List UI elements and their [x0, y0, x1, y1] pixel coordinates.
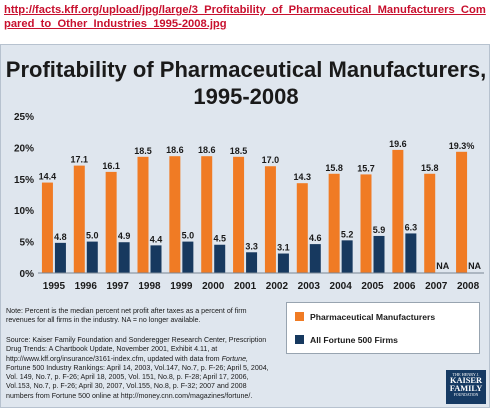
- x-tick-label: 1999: [170, 281, 193, 292]
- data-label-fortune500: 4.6: [309, 233, 322, 243]
- bar-pharma: [296, 183, 308, 273]
- bar-pharma: [233, 156, 245, 273]
- data-label-pharma: 16.1: [102, 161, 120, 171]
- x-tick-label: 2007: [425, 281, 448, 292]
- bar-pharma: [360, 174, 372, 273]
- y-tick-label: 10%: [14, 206, 34, 217]
- logo-line-2: KAISER: [449, 376, 483, 385]
- bar-pharma: [137, 156, 149, 273]
- y-tick-label: 15%: [14, 175, 34, 186]
- bar-fortune500: [182, 241, 194, 273]
- data-label-fortune500: 5.0: [182, 231, 195, 241]
- data-label-fortune500: 4.5: [213, 234, 226, 244]
- source-suffix: Fortune 500 Industry Rankings: April 14,…: [6, 363, 269, 400]
- data-label-pharma: 18.6: [198, 145, 216, 155]
- bar-fortune500: [405, 233, 417, 273]
- data-label-fortune500: 3.1: [277, 243, 290, 253]
- bar-fortune500: [54, 242, 66, 273]
- data-label-pharma: 15.7: [357, 163, 375, 173]
- data-label-pharma: 18.6: [166, 145, 184, 155]
- bar-fortune500: [309, 244, 321, 273]
- x-tick-label: 2008: [457, 281, 480, 292]
- data-label-fortune500: 5.2: [341, 229, 354, 239]
- data-label-fortune500: 3.3: [245, 241, 258, 251]
- data-label-fortune500: 6.3: [405, 222, 418, 232]
- bar-fortune500: [246, 252, 258, 273]
- y-tick-label: 25%: [14, 112, 34, 123]
- data-label-pharma: 14.4: [39, 172, 57, 182]
- bar-pharma: [73, 165, 85, 273]
- bar-pharma: [456, 151, 468, 273]
- bar-fortune500: [86, 241, 98, 273]
- x-tick-label: 1998: [138, 281, 161, 292]
- data-label-pharma: 17.1: [71, 155, 89, 165]
- x-tick-label: 1995: [43, 281, 66, 292]
- logo-line-1: THE HENRY J.: [452, 372, 480, 377]
- bar-fortune500: [214, 244, 226, 273]
- bar-pharma: [264, 166, 276, 273]
- logo-line-4: FOUNDATION: [453, 393, 479, 397]
- data-label-fortune500: 4.9: [118, 231, 131, 241]
- x-tick-label: 2000: [202, 281, 225, 292]
- bar-chart: 0% 5% 10% 15% 20% 25% 14.4 4.8 1995 17.1 5.0 1996 16…: [14, 112, 484, 292]
- bar-pharma: [392, 149, 404, 273]
- x-tick-label: 1996: [75, 281, 98, 292]
- chart-note: Note: Percent is the median percent net …: [6, 307, 247, 325]
- chart-source: Source: Kaiser Family Foundation and Son…: [6, 336, 274, 401]
- data-label-fortune500: 5.0: [86, 231, 99, 241]
- legend-swatch-pharma: [295, 312, 304, 321]
- logo-line-3: FAMILY: [449, 384, 483, 393]
- data-label-pharma: 17.0: [262, 155, 280, 165]
- legend-item-fortune500: All Fortune 500 Firms: [295, 335, 398, 345]
- data-label-pharma: 18.5: [230, 146, 248, 156]
- bar-pharma: [105, 171, 117, 273]
- data-label-pharma: 15.8: [421, 163, 439, 173]
- x-tick-label: 2005: [361, 281, 384, 292]
- data-label-pharma: 19.6: [389, 139, 407, 149]
- bar-pharma: [169, 156, 181, 273]
- bar-fortune500: [373, 235, 385, 273]
- data-label-pharma: 15.8: [325, 163, 343, 173]
- bar-fortune500: [341, 240, 353, 273]
- bar-pharma: [424, 173, 436, 273]
- legend-label-pharma: Pharmaceutical Manufacturers: [310, 312, 436, 322]
- source-fortune: Fortune,: [221, 354, 248, 363]
- legend: Pharmaceutical Manufacturers All Fortune…: [286, 302, 480, 354]
- kaiser-logo: THE HENRY J. KAISER FAMILY FOUNDATION: [446, 370, 486, 404]
- data-label-na: NA: [436, 261, 449, 271]
- x-tick-label: 2006: [393, 281, 416, 292]
- data-label-fortune500: 4.4: [150, 234, 163, 244]
- legend-item-pharma: Pharmaceutical Manufacturers: [295, 312, 435, 322]
- data-label-pharma: 18.5: [134, 146, 152, 156]
- data-label-pharma: 19.3%: [449, 141, 475, 151]
- chart-title: Profitability of Pharmaceutical Manufact…: [5, 57, 487, 109]
- x-tick-label: 1997: [107, 281, 130, 292]
- legend-label-fortune500: All Fortune 500 Firms: [310, 335, 398, 345]
- y-tick-label: 0%: [20, 269, 35, 280]
- data-label-fortune500: 4.8: [54, 232, 67, 242]
- bar-pharma: [41, 182, 53, 273]
- bar-fortune500: [118, 242, 130, 273]
- y-tick-label: 5%: [20, 238, 35, 249]
- data-label-pharma: 14.3: [294, 172, 312, 182]
- source-prefix: Source: Kaiser Family Foundation and Son…: [6, 336, 267, 363]
- x-tick-label: 2004: [330, 281, 353, 292]
- legend-swatch-fortune500: [295, 335, 304, 344]
- source-url-link[interactable]: http://facts.kff.org/upload/jpg/large/3_…: [4, 4, 486, 30]
- bar-fortune500: [150, 245, 162, 273]
- y-tick-label: 20%: [14, 143, 34, 154]
- data-label-na: NA: [468, 261, 481, 271]
- bar-fortune500: [277, 253, 289, 273]
- x-tick-label: 2003: [298, 281, 321, 292]
- bar-pharma: [201, 156, 213, 273]
- x-tick-label: 2002: [266, 281, 289, 292]
- data-label-fortune500: 5.9: [373, 225, 386, 235]
- bar-pharma: [328, 173, 340, 273]
- x-tick-label: 2001: [234, 281, 257, 292]
